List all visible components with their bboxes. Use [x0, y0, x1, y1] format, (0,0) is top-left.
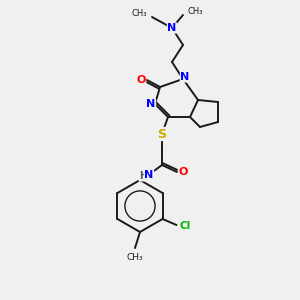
Text: O: O [178, 167, 188, 177]
Text: N: N [144, 170, 154, 180]
Text: CH₃: CH₃ [127, 253, 143, 262]
Text: N: N [167, 23, 177, 33]
Text: N: N [146, 99, 156, 109]
Text: N: N [180, 72, 190, 82]
Text: S: S [158, 128, 166, 140]
Text: CH₃: CH₃ [131, 10, 147, 19]
Text: H: H [139, 171, 147, 181]
Text: O: O [136, 75, 146, 85]
Text: Cl: Cl [179, 221, 191, 231]
Text: CH₃: CH₃ [188, 8, 203, 16]
